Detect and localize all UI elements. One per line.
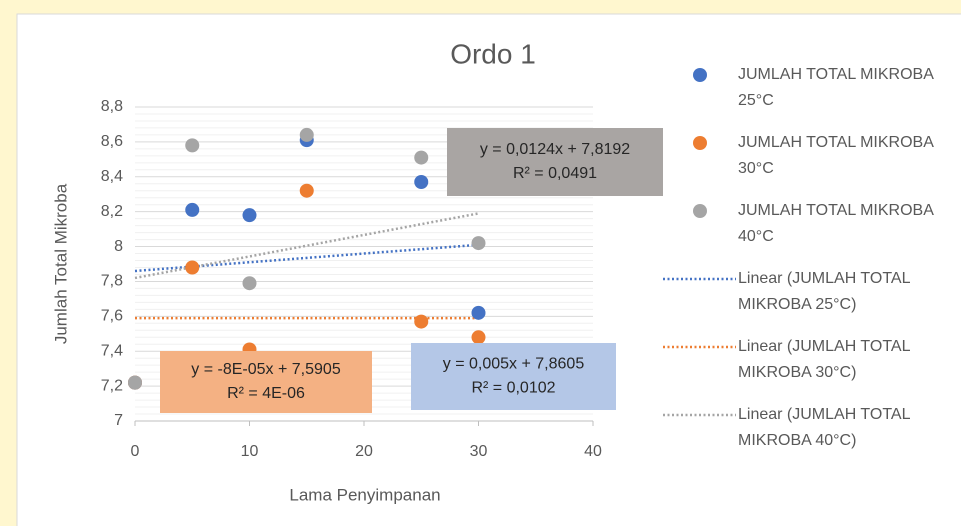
data-point (185, 202, 200, 217)
legend-key (663, 345, 736, 349)
y-axis-title: Jumlah Total Mikroba (51, 183, 70, 344)
data-point (299, 127, 314, 142)
legend-marker (693, 136, 707, 150)
equation-text: y = -8E-05x + 7,5905 (191, 361, 341, 378)
y-tick-label: 8,6 (101, 133, 123, 150)
equation-text: R² = 4E-06 (227, 385, 305, 402)
y-tick-label: 7,4 (101, 342, 123, 359)
equation-text: R² = 0,0491 (513, 165, 597, 182)
legend-key (693, 136, 707, 150)
data-point (471, 330, 486, 345)
data-point (471, 236, 486, 251)
y-tick-label: 8 (114, 238, 123, 255)
x-tick-label: 20 (355, 443, 373, 460)
equation-text: R² = 0,0102 (471, 380, 555, 397)
legend-entry: Linear (JUMLAH TOTAL MIKROBA 40°C) (660, 402, 960, 470)
legend-marker (693, 68, 707, 82)
legend-entry: JUMLAH TOTAL MIKROBA 40°C (660, 198, 960, 266)
legend-entry: JUMLAH TOTAL MIKROBA 25°C (660, 62, 960, 130)
data-point (128, 375, 142, 390)
legend-key (693, 68, 707, 82)
y-tick-label: 8,2 (101, 203, 123, 220)
legend-label: Linear (JUMLAH TOTAL MIKROBA 40°C) (738, 406, 910, 449)
x-tick-label: 40 (584, 443, 602, 460)
chart-frame (16, 13, 961, 526)
legend: JUMLAH TOTAL MIKROBA 25°C JUMLAH TOTAL MI… (660, 62, 960, 470)
y-tick-label: 7 (114, 412, 123, 429)
legend-entry: JUMLAH TOTAL MIKROBA 30°C (660, 130, 960, 198)
y-tick-label: 8,4 (101, 168, 123, 185)
data-point (471, 305, 486, 320)
data-point (185, 260, 200, 275)
y-tick-label: 7,6 (101, 308, 123, 325)
x-tick-label: 30 (470, 443, 488, 460)
x-tick-label: 10 (241, 443, 259, 460)
legend-key (663, 413, 736, 417)
data-point (185, 138, 200, 153)
equation-text: y = 0,0124x + 7,8192 (480, 141, 630, 158)
legend-key (663, 277, 736, 281)
y-tick-label: 8,8 (101, 98, 123, 115)
legend-key (693, 204, 707, 218)
equation-box (160, 351, 372, 413)
trendline (134, 243, 479, 273)
equation-box (447, 128, 663, 196)
legend-label: JUMLAH TOTAL MIKROBA 25°C (738, 66, 934, 109)
data-point (414, 175, 429, 190)
equation-box (411, 343, 616, 410)
chart-title: Ordo 1 (450, 38, 536, 69)
y-tick-label: 7,8 (101, 273, 123, 290)
data-point (299, 183, 314, 198)
x-axis-title: Lama Penyimpanan (289, 485, 440, 504)
legend-label: Linear (JUMLAH TOTAL MIKROBA 25°C) (738, 270, 910, 313)
legend-label: Linear (JUMLAH TOTAL MIKROBA 30°C) (738, 338, 910, 381)
legend-entry: Linear (JUMLAH TOTAL MIKROBA 25°C) (660, 266, 960, 334)
y-tick-label: 7,2 (101, 377, 123, 394)
legend-marker (693, 204, 707, 218)
data-point (242, 276, 257, 291)
data-point (414, 150, 429, 165)
legend-label: JUMLAH TOTAL MIKROBA 30°C (738, 134, 934, 177)
legend-label: JUMLAH TOTAL MIKROBA 40°C (738, 202, 934, 245)
x-tick-label: 0 (131, 443, 140, 460)
equation-text: y = 0,005x + 7,8605 (443, 356, 585, 373)
data-point (242, 208, 257, 223)
legend-entry: Linear (JUMLAH TOTAL MIKROBA 30°C) (660, 334, 960, 402)
data-point (414, 314, 429, 329)
